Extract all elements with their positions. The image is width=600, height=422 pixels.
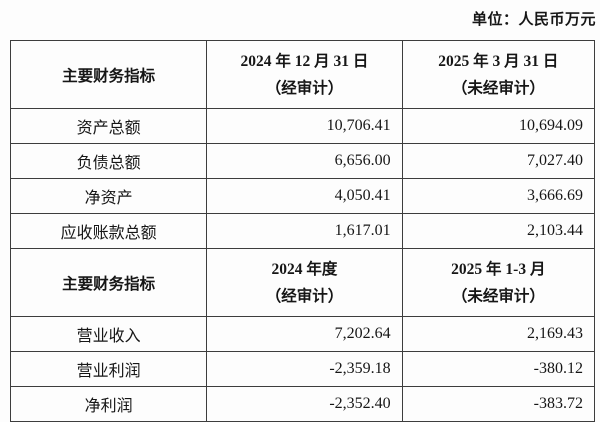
section2-header-row: 主要财务指标 2024 年度 （经审计） 2025 年 1-3 月 （未经审计） [9,248,596,317]
row-label: 资产总额 [9,108,208,144]
section2-period2-date: 2025 年 1-3 月 [451,260,546,278]
section1-period2-header: 2025 年 3 月 31 日 （未经审计） [401,40,596,109]
row-label: 应收账款总额 [9,213,208,249]
section1-period1-audit-note: （经审计） [265,79,344,97]
row-label: 营业利润 [9,351,208,387]
section2-period1-date: 2024 年度 [271,260,338,278]
section2-period1-header: 2024 年度 （经审计） [206,248,403,317]
value-cell: 6,656.00 [206,143,403,179]
value-cell: 10,694.09 [401,108,596,144]
section2-period2-audit-note: （未经审计） [451,287,545,305]
value-cell: 7,027.40 [401,143,596,179]
table-row-operating-revenue: 营业收入 7,202.64 2,169.43 [9,316,596,352]
value-cell: -2,352.40 [206,386,403,422]
table-row-total-assets: 资产总额 10,706.41 10,694.09 [9,108,596,144]
currency-unit-label: 单位：人民币万元 [471,12,596,28]
row-label: 净资产 [9,178,208,214]
row-label: 负债总额 [9,143,208,179]
section1-period1-header: 2024 年 12 月 31 日 （经审计） [206,40,403,109]
value-cell: 2,103.44 [401,213,596,249]
row-label: 净利润 [9,386,208,422]
value-cell: 10,706.41 [206,108,403,144]
value-cell: -380.12 [401,351,596,387]
section2-period2-header: 2025 年 1-3 月 （未经审计） [401,248,596,317]
value-cell: -2,359.18 [206,351,403,387]
row-label: 营业收入 [9,316,208,352]
financial-indicators-table: 主要财务指标 2024 年 12 月 31 日 （经审计） 2025 年 3 月… [9,40,596,422]
section1-period2-date: 2025 年 3 月 31 日 [438,52,559,70]
section1-period1-date: 2024 年 12 月 31 日 [240,52,369,70]
section1-header-row: 主要财务指标 2024 年 12 月 31 日 （经审计） 2025 年 3 月… [9,40,596,109]
section1-indicator-header: 主要财务指标 [9,40,208,109]
table-row-operating-profit: 营业利润 -2,359.18 -380.12 [9,351,596,387]
section2-indicator-header: 主要财务指标 [9,248,208,317]
section1-period2-audit-note: （未经审计） [451,79,545,97]
value-cell: 3,666.69 [401,178,596,214]
table-row-accounts-receivable: 应收账款总额 1,617.01 2,103.44 [9,213,596,249]
table-row-net-profit: 净利润 -2,352.40 -383.72 [9,386,596,422]
section2-period1-audit-note: （经审计） [265,287,344,305]
value-cell: -383.72 [401,386,596,422]
table-row-net-assets: 净资产 4,050.41 3,666.69 [9,178,596,214]
table-row-total-liabilities: 负债总额 6,656.00 7,027.40 [9,143,596,179]
value-cell: 4,050.41 [206,178,403,214]
value-cell: 1,617.01 [206,213,403,249]
value-cell: 7,202.64 [206,316,403,352]
value-cell: 2,169.43 [401,316,596,352]
